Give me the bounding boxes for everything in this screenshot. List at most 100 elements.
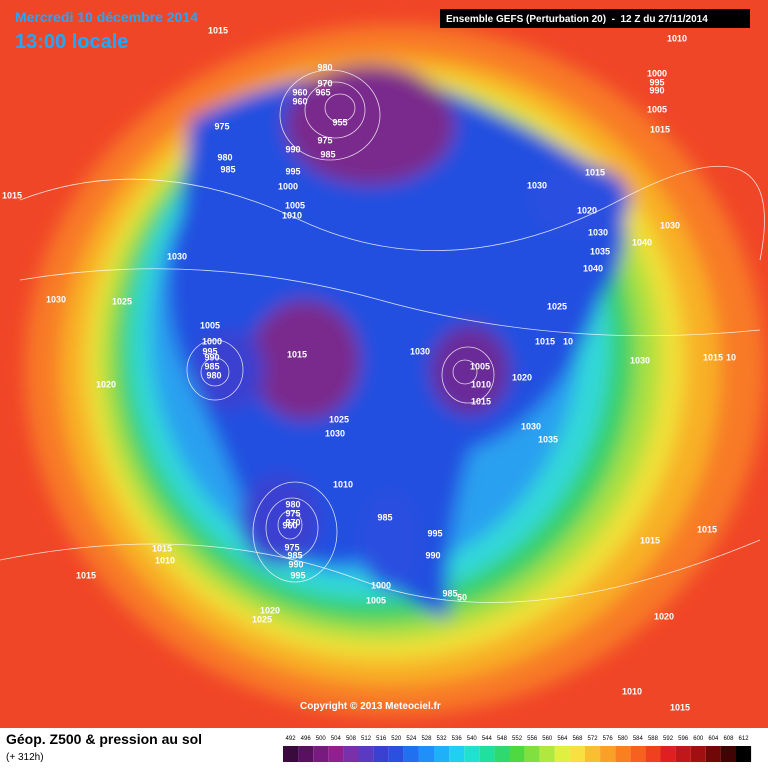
colorbar-label: 580 xyxy=(618,736,629,742)
lead-time: (+ 312h) xyxy=(6,752,44,763)
pressure-label: 1030 xyxy=(660,220,680,230)
pressure-label: 1010 xyxy=(333,479,353,489)
colorbar-swatch xyxy=(328,746,344,762)
pressure-label: 1020 xyxy=(654,611,674,621)
colorbar-swatch xyxy=(313,746,329,762)
pressure-label: 1000 xyxy=(202,336,222,346)
colorbar-label: 588 xyxy=(648,736,659,742)
pressure-label: 50 xyxy=(457,592,467,602)
pressure-label: 985 xyxy=(442,588,457,598)
pressure-label: 1000 xyxy=(371,580,391,590)
pressure-label: 1030 xyxy=(410,346,430,356)
pressure-label: 1005 xyxy=(285,200,305,210)
pressure-label: 995 xyxy=(285,166,300,176)
colorbar-label: 552 xyxy=(512,736,523,742)
pressure-label: 1020 xyxy=(96,379,116,389)
colorbar-swatch xyxy=(720,746,736,762)
colorbar-swatch xyxy=(554,746,570,762)
pressure-label: 1015 xyxy=(670,702,690,712)
colorbar-swatch xyxy=(298,746,314,762)
colorbar-swatch xyxy=(645,746,661,762)
colorbar-label: 540 xyxy=(467,736,478,742)
run-info: Ensemble GEFS (Perturbation 20) - 12 Z d… xyxy=(446,14,708,25)
colorbar-swatch xyxy=(343,746,359,762)
colorbar-label: 592 xyxy=(663,736,674,742)
pressure-label: 1000 xyxy=(278,181,298,191)
pressure-label: 1025 xyxy=(112,296,132,306)
colorbar-swatch xyxy=(675,746,691,762)
colorbar-label: 536 xyxy=(452,736,463,742)
pressure-label: 1010 xyxy=(155,555,175,565)
pressure-label: 1000 xyxy=(647,68,667,78)
pressure-label: 975 xyxy=(285,508,300,518)
pressure-label: 1025 xyxy=(547,301,567,311)
colorbar-swatch xyxy=(388,746,404,762)
pressure-label: 1015 xyxy=(152,543,172,553)
colorbar-label: 560 xyxy=(542,736,553,742)
colorbar-label: 504 xyxy=(331,736,342,742)
pressure-label: 1025 xyxy=(252,614,272,624)
pressure-label: 985 xyxy=(220,164,235,174)
colorbar-swatch xyxy=(524,746,540,762)
colorbar-swatch xyxy=(600,746,616,762)
copyright: Copyright © 2013 Meteociel.fr xyxy=(300,701,441,712)
isobars xyxy=(0,69,765,603)
pressure-label: 1005 xyxy=(470,361,490,371)
colorbar-label: 544 xyxy=(482,736,493,742)
pressure-label: 1015 xyxy=(703,352,723,362)
colorbar-label: 608 xyxy=(723,736,734,742)
pressure-label: 985 xyxy=(287,550,302,560)
colorbar-swatch xyxy=(736,746,752,762)
pressure-label: 10 xyxy=(563,336,573,346)
pressure-label: 985 xyxy=(377,512,392,522)
colorbar-label: 568 xyxy=(572,736,583,742)
pressure-label: 990 xyxy=(285,144,300,154)
pressure-label: 1010 xyxy=(282,210,302,220)
pressure-label: 1040 xyxy=(583,263,603,273)
pressure-label: 1030 xyxy=(167,251,187,261)
colorbar-label: 612 xyxy=(739,736,750,742)
pressure-label: 1015 xyxy=(208,25,228,35)
colorbar-label: 572 xyxy=(588,736,599,742)
pressure-label: 960 xyxy=(282,520,297,530)
colorbar-label: 492 xyxy=(286,736,297,742)
pressure-label: 1015 xyxy=(471,396,491,406)
colorbar-label: 500 xyxy=(316,736,327,742)
pressure-label: 1015 xyxy=(287,349,307,359)
pressure-label: 960 xyxy=(292,96,307,106)
colorbar-label: 516 xyxy=(376,736,387,742)
pressure-label: 995 xyxy=(202,346,217,356)
pressure-label: 1010 xyxy=(667,33,687,43)
colorbar-swatch xyxy=(434,746,450,762)
pressure-label: 1015 xyxy=(697,524,717,534)
pressure-label: 990 xyxy=(425,550,440,560)
run-box xyxy=(440,9,750,28)
colorbar-label: 604 xyxy=(708,736,719,742)
colorbar-label: 556 xyxy=(527,736,538,742)
pressure-label: 985 xyxy=(204,361,219,371)
colorbar-label: 576 xyxy=(603,736,614,742)
pressure-label: 970 xyxy=(285,517,300,527)
pressure-label: 1030 xyxy=(46,294,66,304)
pressure-label: 1020 xyxy=(577,205,597,215)
pressure-label: 990 xyxy=(204,352,219,362)
colorbar-swatch xyxy=(464,746,480,762)
colorbar-label: 600 xyxy=(693,736,704,742)
geopotential-field xyxy=(25,25,765,715)
pressure-label: 1010 xyxy=(622,686,642,696)
pressure-label: 970 xyxy=(317,78,332,88)
pressure-label: 1030 xyxy=(521,421,541,431)
colorbar-swatch xyxy=(630,746,646,762)
colorbar-label: 528 xyxy=(421,736,432,742)
pressure-label: 980 xyxy=(285,499,300,509)
pressure-label: 965 xyxy=(315,87,330,97)
pressure-label: 1005 xyxy=(366,595,386,605)
time: 13:00 locale xyxy=(15,31,128,53)
pressure-label: 990 xyxy=(288,559,303,569)
pressure-label: 1040 xyxy=(632,237,652,247)
colorbar-swatch xyxy=(358,746,374,762)
colorbar-swatch xyxy=(283,746,299,762)
pressure-label: 1010 xyxy=(471,379,491,389)
colorbar-swatch xyxy=(690,746,706,762)
colorbar-label: 524 xyxy=(406,736,417,742)
